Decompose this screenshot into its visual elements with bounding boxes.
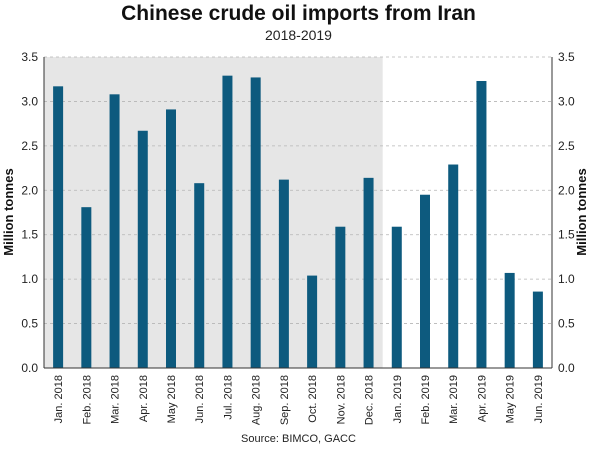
x-tick-label: Sep. 2018 xyxy=(279,375,291,425)
x-tick-label: Aug. 2018 xyxy=(251,375,263,425)
y-tick-label-right: 3.0 xyxy=(558,94,575,108)
y-axis-label-left: Million tonnes xyxy=(1,168,16,255)
bar xyxy=(476,80,487,369)
y-tick-label-left: 0.5 xyxy=(21,317,38,331)
bar xyxy=(250,77,261,369)
bar xyxy=(420,194,430,368)
bar xyxy=(109,94,120,368)
y-tick-label-left: 3.0 xyxy=(21,94,38,108)
chart-title: Chinese crude oil imports from Iran xyxy=(121,2,476,25)
y-tick-label-left: 1.5 xyxy=(21,228,38,242)
x-tick-label: May 2018 xyxy=(166,375,178,423)
x-tick-label: Oct. 2018 xyxy=(307,375,319,423)
y-tick-label-left: 2.0 xyxy=(21,183,38,197)
x-tick-label: Jun. 2019 xyxy=(533,375,545,423)
x-tick-label: Jan. 2018 xyxy=(53,375,65,423)
y-tick-label-left: 1.0 xyxy=(21,272,38,286)
y-tick-label-right: 1.0 xyxy=(558,272,575,286)
bar xyxy=(448,164,459,368)
x-tick-label: Dec. 2018 xyxy=(364,375,376,425)
bar xyxy=(81,207,92,368)
bar xyxy=(278,179,289,368)
y-tick-label-right: 0.0 xyxy=(558,361,575,375)
x-tick-label: Jan. 2019 xyxy=(392,375,404,423)
y-tick-label-right: 3.5 xyxy=(558,50,575,64)
chart-subtitle: 2018-2019 xyxy=(265,27,332,43)
bar xyxy=(363,177,374,368)
x-tick-label: Feb. 2019 xyxy=(420,375,432,425)
x-tick-label: Mar. 2019 xyxy=(448,375,460,424)
bar xyxy=(194,183,205,368)
source-note: Source: BIMCO, GACC xyxy=(241,433,356,445)
x-tick-label: Jun. 2018 xyxy=(194,375,206,423)
y-tick-label-right: 2.5 xyxy=(558,139,575,153)
y-tick-label-right: 0.5 xyxy=(558,317,575,331)
shaded-period-2018 xyxy=(44,57,383,368)
y-axis-label-right: Million tonnes xyxy=(574,168,589,255)
x-tick-label: Mar. 2018 xyxy=(110,375,122,424)
bar xyxy=(532,291,543,368)
y-tick-label-right: 1.5 xyxy=(558,228,575,242)
x-tick-label: Apr. 2018 xyxy=(138,375,150,422)
y-tick-label-left: 3.5 xyxy=(21,50,38,64)
bar xyxy=(335,226,346,368)
y-tick-label-left: 0.0 xyxy=(21,361,38,375)
x-tick-label: May 2019 xyxy=(505,375,517,423)
bar xyxy=(504,272,515,368)
y-tick-label-right: 2.0 xyxy=(558,183,575,197)
bar xyxy=(307,275,318,368)
bar xyxy=(53,86,64,368)
bar xyxy=(166,109,176,368)
bar xyxy=(391,226,402,368)
bar xyxy=(137,130,148,368)
x-tick-label: Apr. 2019 xyxy=(476,375,488,422)
x-tick-label: Nov. 2018 xyxy=(335,375,347,424)
x-tick-label: Feb. 2018 xyxy=(81,375,93,425)
bar xyxy=(222,75,233,368)
y-tick-label-left: 2.5 xyxy=(21,139,38,153)
x-tick-label: Jul. 2018 xyxy=(222,375,234,420)
